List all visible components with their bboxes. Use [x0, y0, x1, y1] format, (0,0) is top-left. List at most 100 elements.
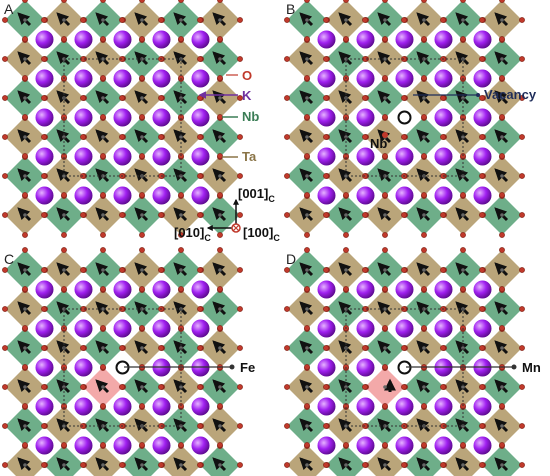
- b-cation: [218, 463, 222, 467]
- oxygen: [80, 345, 86, 351]
- oxygen: [440, 212, 446, 218]
- potassium: [74, 108, 93, 127]
- oxygen: [479, 384, 485, 390]
- oxygen: [22, 192, 28, 198]
- b-cation: [218, 385, 222, 389]
- b-cation: [101, 96, 105, 100]
- oxygen: [237, 462, 243, 468]
- oxygen: [284, 384, 290, 390]
- oxygen: [237, 267, 243, 273]
- potassium: [473, 69, 492, 88]
- oxygen: [304, 232, 310, 238]
- oxygen: [362, 95, 368, 101]
- b-cation: [140, 213, 144, 217]
- oxygen: [401, 95, 407, 101]
- b-cation: [23, 135, 27, 139]
- b-cation: [101, 18, 105, 22]
- oxygen: [80, 267, 86, 273]
- oxygen: [284, 173, 290, 179]
- b-cation: [344, 268, 348, 272]
- oxygen: [22, 232, 28, 238]
- potassium: [395, 186, 414, 205]
- potassium: [113, 397, 132, 416]
- oxygen: [460, 36, 466, 42]
- oxygen: [519, 306, 525, 312]
- oxygen: [401, 134, 407, 140]
- pointer-dot: [229, 364, 235, 370]
- oxygen: [284, 95, 290, 101]
- potassium: [395, 436, 414, 455]
- potassium: [191, 30, 210, 49]
- axis-label-main: [100]: [243, 225, 273, 240]
- potassium: [395, 30, 414, 49]
- oxygen: [362, 212, 368, 218]
- potassium: [35, 186, 54, 205]
- oxygen: [304, 114, 310, 120]
- lattice: [284, 0, 525, 238]
- oxygen: [284, 212, 290, 218]
- oxygen: [284, 134, 290, 140]
- oxygen: [61, 232, 67, 238]
- b-cation: [305, 96, 309, 100]
- oxygen: [382, 442, 388, 448]
- potassium: [395, 319, 414, 338]
- oxygen: [178, 247, 184, 253]
- oxygen: [139, 192, 145, 198]
- b-cation: [179, 463, 183, 467]
- oxygen: [197, 173, 203, 179]
- b-cation: [305, 18, 309, 22]
- b-cation: [101, 307, 105, 311]
- b-cation: [305, 346, 309, 350]
- oxygen: [499, 232, 505, 238]
- oxygen: [139, 325, 145, 331]
- oxygen: [100, 247, 106, 253]
- b-cation: [500, 463, 504, 467]
- oxygen: [382, 325, 388, 331]
- oxygen: [382, 75, 388, 81]
- b-cation: [23, 174, 27, 178]
- potassium: [113, 186, 132, 205]
- potassium: [473, 280, 492, 299]
- oxygen: [304, 75, 310, 81]
- potassium: [152, 280, 171, 299]
- oxygen: [100, 442, 106, 448]
- oxygen: [440, 384, 446, 390]
- b-cation: [383, 307, 387, 311]
- oxygen: [479, 267, 485, 273]
- b-cation: [179, 268, 183, 272]
- oxygen: [237, 345, 243, 351]
- oxygen: [304, 36, 310, 42]
- oxygen: [304, 325, 310, 331]
- oxygen: [139, 0, 145, 3]
- unit-cell: [345, 58, 464, 177]
- oxygen: [304, 247, 310, 253]
- oxygen: [2, 423, 8, 429]
- b-cation: [62, 268, 66, 272]
- oxygen: [197, 462, 203, 468]
- b-cation: [23, 96, 27, 100]
- oxygen: [139, 403, 145, 409]
- oxygen: [499, 36, 505, 42]
- potassium: [152, 30, 171, 49]
- oxygen: [421, 75, 427, 81]
- oxygen: [499, 286, 505, 292]
- potassium: [152, 147, 171, 166]
- b-cation: [461, 213, 465, 217]
- oxygen: [479, 306, 485, 312]
- oxygen: [323, 423, 329, 429]
- oxygen: [499, 75, 505, 81]
- oxygen: [499, 114, 505, 120]
- b-cation: [23, 213, 27, 217]
- oxygen: [41, 423, 47, 429]
- oxygen: [100, 153, 106, 159]
- b-cation: [500, 135, 504, 139]
- oxygen: [440, 134, 446, 140]
- interstitial: [382, 132, 388, 138]
- b-cation: [344, 213, 348, 217]
- oxygen: [499, 0, 505, 3]
- oxygen: [421, 232, 427, 238]
- oxygen: [460, 247, 466, 253]
- annotation: Nb: [242, 109, 259, 124]
- potassium: [395, 397, 414, 416]
